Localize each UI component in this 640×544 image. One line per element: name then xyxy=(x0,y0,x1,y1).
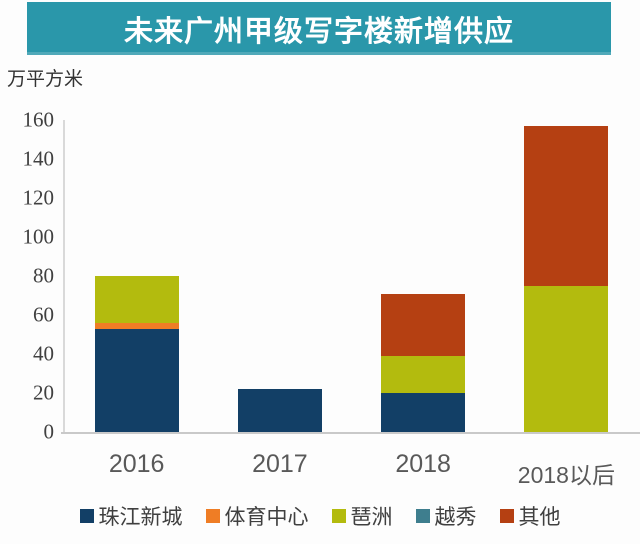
x-tick-label: 2017 xyxy=(252,450,308,478)
x-tick-label: 2016 xyxy=(108,450,165,478)
y-axis-line xyxy=(63,120,65,432)
x-tick-label: 2018 xyxy=(395,450,451,478)
x-tick-label: 2018以后 xyxy=(517,462,615,488)
chart-legend: 珠江新城 体育中心 琶洲 越秀 其他 xyxy=(0,501,640,531)
bar-segment xyxy=(381,355,466,393)
legend-item: 琶洲 xyxy=(331,501,393,531)
legend-label: 体育中心 xyxy=(224,506,309,529)
legend-item: 越秀 xyxy=(415,501,477,531)
bar-segment xyxy=(381,293,466,356)
legend-swatch-icon xyxy=(415,509,430,523)
bar-segment xyxy=(237,389,322,432)
legend-label: 越秀 xyxy=(434,506,477,529)
title-banner: 未来广州甲级写字楼新增供应 xyxy=(27,2,611,55)
y-tick-label: 40 xyxy=(33,341,54,366)
y-tick-label: 160 xyxy=(22,107,55,132)
y-tick-label: 140 xyxy=(22,146,55,171)
bar-segment xyxy=(524,125,609,286)
legend-label: 琶洲 xyxy=(350,506,393,529)
legend-label: 珠江新城 xyxy=(98,506,183,529)
legend-swatch-icon xyxy=(205,509,220,523)
y-tick-label: 60 xyxy=(33,302,54,327)
legend-item: 珠江新城 xyxy=(79,501,183,531)
legend-swatch-icon xyxy=(331,509,346,523)
y-tick-label: 100 xyxy=(22,224,55,249)
bar-segment xyxy=(381,393,466,432)
legend-item: 其他 xyxy=(499,501,561,531)
legend-item: 体育中心 xyxy=(205,501,309,531)
bar-segment xyxy=(94,322,179,329)
legend-swatch-icon xyxy=(79,509,94,523)
legend-label: 其他 xyxy=(518,506,561,529)
bar-segment xyxy=(94,328,179,432)
legend-swatch-icon xyxy=(499,509,514,523)
y-tick-label: 80 xyxy=(33,263,54,288)
y-tick-label: 120 xyxy=(22,185,55,210)
bar-segment xyxy=(524,285,609,432)
y-axis-unit-label: 万平方米 xyxy=(7,69,84,90)
x-axis-line xyxy=(61,432,640,434)
y-tick-label: 20 xyxy=(33,380,54,405)
chart-title: 未来广州甲级写字楼新增供应 xyxy=(123,15,514,48)
bar-segment xyxy=(94,276,179,323)
y-tick-label: 0 xyxy=(43,419,55,444)
